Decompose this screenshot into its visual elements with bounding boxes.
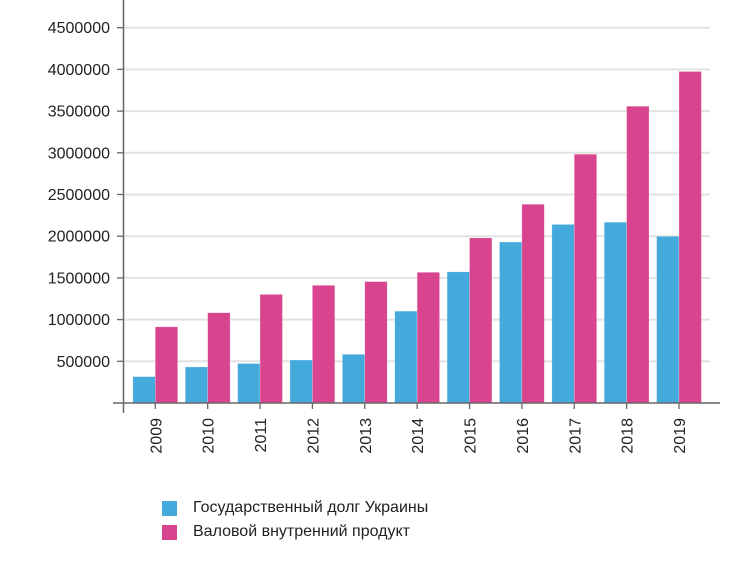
bar-debt[interactable] (394, 310, 418, 404)
legend-label-gdp: Валовой внутренний продукт (193, 523, 410, 540)
bar-gdp[interactable] (416, 272, 440, 404)
legend-item-debt[interactable]: Государственный долг Украины (162, 496, 428, 520)
bar-debt[interactable] (184, 366, 208, 404)
bar-chart: 500000 1000000 1500000 2000000 2500000 300000… (48, 0, 720, 454)
bar-gdp[interactable] (155, 326, 179, 404)
x-tick-label: 2015 (463, 418, 480, 454)
bar-gdp[interactable] (312, 285, 336, 404)
bar-debt[interactable] (656, 236, 680, 404)
bar-gdp[interactable] (626, 105, 650, 404)
bar-debt[interactable] (551, 224, 575, 404)
bar-gdp[interactable] (521, 203, 545, 404)
bar-debt[interactable] (446, 271, 470, 404)
bar-debt[interactable] (237, 363, 261, 404)
bar-gdp[interactable] (259, 294, 283, 404)
x-tick-label: 2016 (515, 418, 532, 454)
bar-gdp[interactable] (469, 237, 493, 404)
y-tick-label: 1000000 (48, 312, 110, 329)
y-tick-label: 4500000 (48, 20, 110, 37)
y-tick-label: 2500000 (48, 187, 110, 204)
bar-gdp[interactable] (364, 281, 388, 404)
x-tick-label: 2014 (410, 418, 427, 454)
legend-label-debt: Государственный долг Украины (193, 499, 429, 516)
x-tick-label: 2009 (148, 418, 165, 454)
x-tick-label: 2019 (672, 418, 689, 454)
x-tick-label: 2011 (253, 418, 270, 453)
x-tick-label: 2012 (305, 418, 322, 454)
y-tick-label: 3000000 (48, 145, 110, 162)
bar-debt[interactable] (289, 359, 313, 404)
x-tick-label: 2018 (620, 418, 637, 454)
legend: Государственный долг Украины Валовой вну… (162, 496, 428, 544)
bar-debt[interactable] (499, 241, 523, 404)
bar-debt[interactable] (342, 353, 366, 404)
x-tick-label: 2013 (358, 418, 375, 454)
bar-gdp[interactable] (573, 153, 597, 404)
y-tick-label: 500000 (57, 354, 110, 371)
x-axis-ticks: 2009 2010 2011 2012 2013 2014 2015 2016 2017 2018… (148, 403, 689, 454)
x-tick-label: 2017 (567, 418, 584, 454)
bar-gdp[interactable] (207, 312, 231, 404)
bars (132, 71, 702, 404)
y-tick-label: 2000000 (48, 229, 110, 246)
y-tick-label: 3500000 (48, 104, 110, 121)
y-axis-ticks: 500000 1000000 1500000 2000000 2500000 300000… (48, 20, 124, 371)
legend-swatch-gdp (162, 524, 177, 540)
bar-debt[interactable] (132, 376, 156, 404)
bar-debt[interactable] (603, 221, 627, 404)
legend-swatch-debt (162, 500, 177, 516)
legend-item-gdp[interactable]: Валовой внутренний продукт (162, 520, 428, 544)
y-tick-label: 4000000 (48, 62, 110, 79)
x-tick-label: 2010 (201, 418, 218, 454)
y-tick-label: 1500000 (48, 270, 110, 287)
bar-gdp[interactable] (678, 71, 702, 404)
